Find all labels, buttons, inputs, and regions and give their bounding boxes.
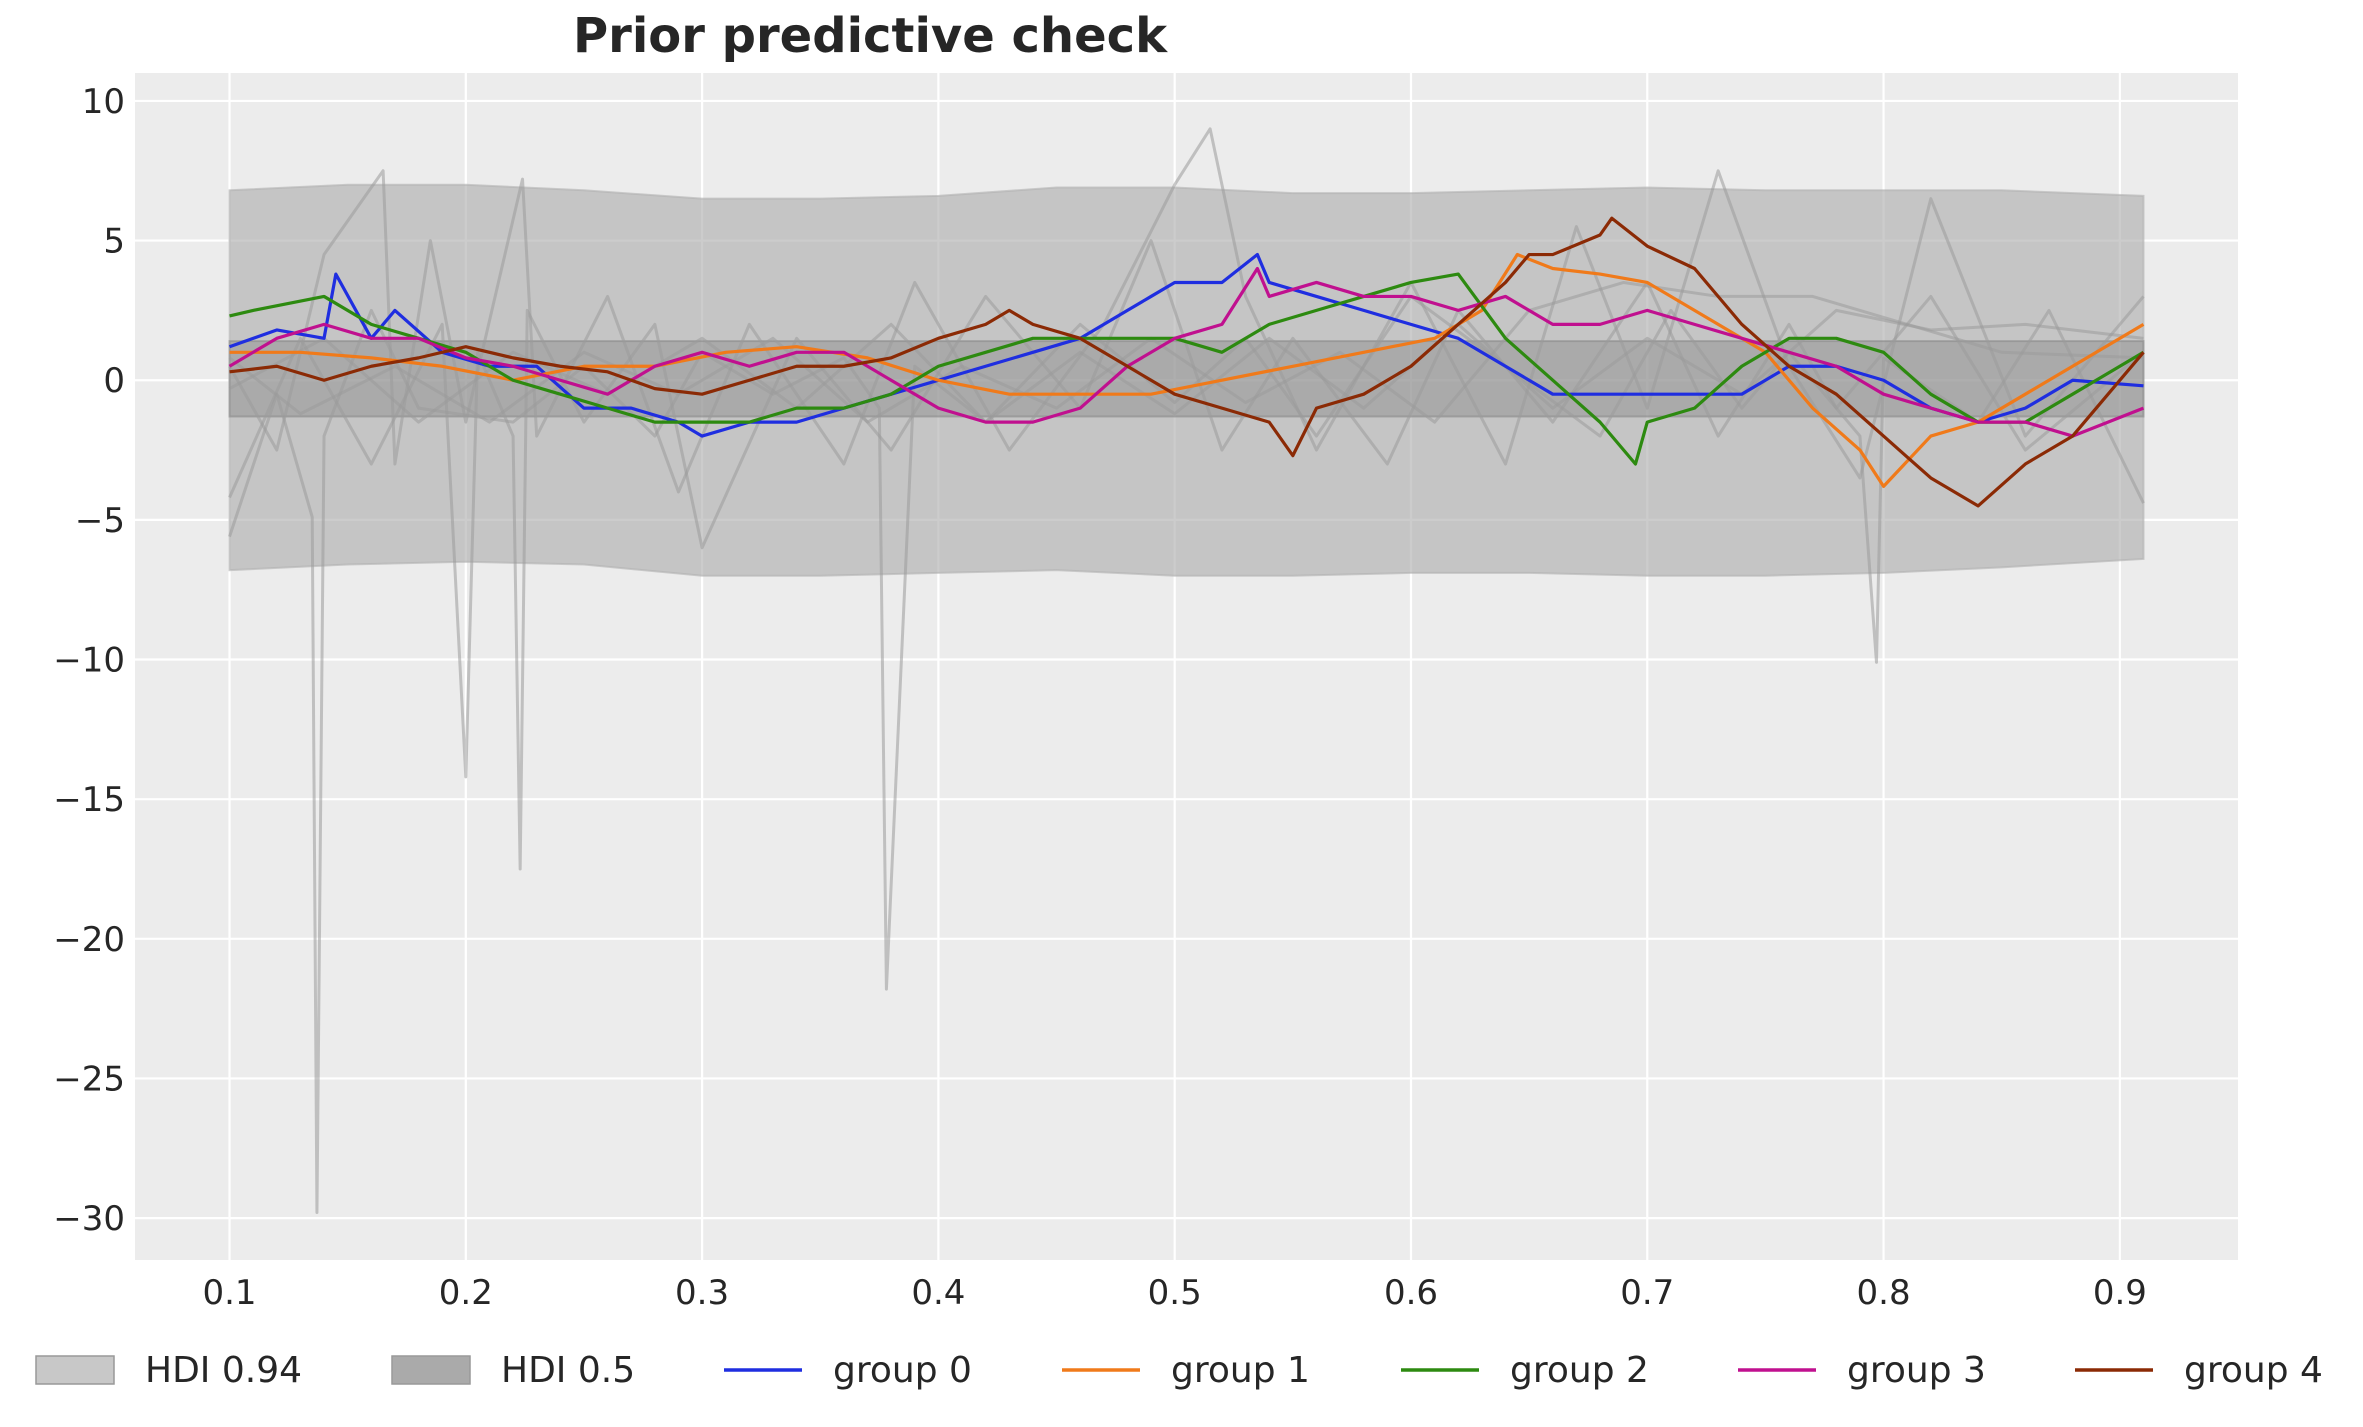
x-tick-label: 0.3 (675, 1273, 729, 1313)
legend-swatch-hdi-0-94 (35, 1355, 115, 1385)
band-hdi-0-5 (228, 340, 2145, 418)
y-tick-label: −15 (53, 780, 125, 820)
series-line-group-4 (229, 216, 2145, 508)
legend-label-group-1: group 1 (1171, 1350, 1310, 1391)
x-tick-label: 0.5 (1148, 1273, 1202, 1313)
x-tick-label: 0.7 (1620, 1273, 1674, 1313)
y-tick-label: −10 (53, 641, 125, 681)
chart-title: Prior predictive check (573, 8, 1168, 64)
series-line-group-1 (229, 252, 2145, 488)
x-tick-label: 0.8 (1857, 1273, 1911, 1313)
y-tick-label: 5 (103, 222, 125, 262)
x-tick-label: 0.2 (439, 1273, 493, 1313)
legend-label-group-2: group 2 (1510, 1350, 1649, 1391)
y-tick-label: −25 (53, 1059, 125, 1099)
legend-label-group-4: group 4 (2184, 1350, 2323, 1391)
group-series-lines (228, 216, 2145, 508)
x-tick-label: 0.6 (1384, 1273, 1438, 1313)
legend-label-hdi-0-94: HDI 0.94 (145, 1350, 302, 1391)
band-hdi-0-94 (228, 183, 2145, 577)
prior-sample-line-1 (228, 239, 2145, 871)
hdi-bands (228, 183, 2145, 577)
y-axis-ticks: 10 5 0 −5 −10 −15 −20 −25 −30 (53, 82, 125, 1239)
y-tick-label: −5 (75, 501, 125, 541)
legend-swatch-hdi-0-5 (391, 1355, 471, 1385)
x-axis-ticks: 0.1 0.2 0.3 0.4 0.5 0.6 0.7 0.8 0.9 (202, 1273, 2146, 1313)
legend-label-group-0: group 0 (833, 1350, 972, 1391)
series-line-group-2 (229, 272, 2145, 466)
y-tick-label: 10 (82, 82, 125, 122)
legend-label-group-3: group 3 (1847, 1350, 1986, 1391)
y-tick-label: −30 (53, 1199, 125, 1239)
x-tick-label: 0.9 (2093, 1273, 2147, 1313)
prior-sample-line-2 (228, 127, 2145, 494)
x-tick-label: 0.4 (911, 1273, 965, 1313)
y-tick-label: −20 (53, 920, 125, 960)
legend-label-hdi-0-5: HDI 0.5 (501, 1350, 635, 1391)
y-tick-label: 0 (103, 361, 125, 401)
legend: HDI 0.94 HDI 0.5 group 0 group 1 group 2 grou… (35, 1350, 2323, 1391)
x-tick-label: 0.1 (202, 1273, 256, 1313)
series-line-group-3 (228, 266, 2145, 438)
